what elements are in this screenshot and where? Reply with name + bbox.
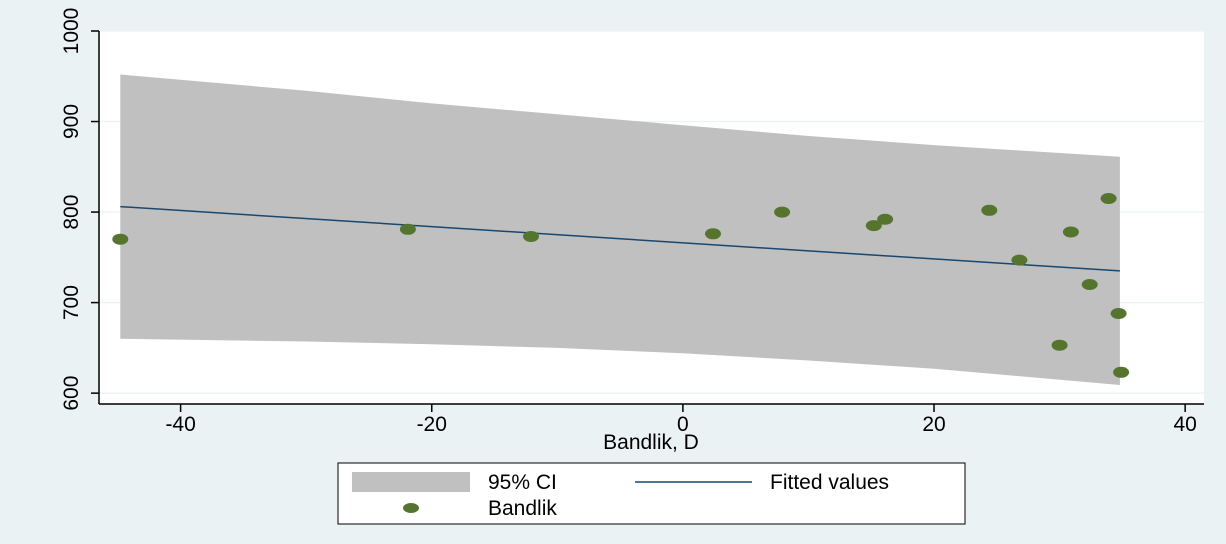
data-point bbox=[1062, 226, 1079, 238]
data-point bbox=[774, 206, 791, 218]
data-point bbox=[1100, 193, 1117, 204]
y-tick-label: 700 bbox=[60, 285, 83, 320]
data-point bbox=[1110, 308, 1127, 319]
data-point bbox=[1051, 339, 1068, 351]
data-point bbox=[705, 228, 721, 240]
x-tick-label: -20 bbox=[417, 413, 447, 436]
y-tick-label: 800 bbox=[60, 195, 83, 230]
data-point bbox=[112, 233, 129, 245]
data-point bbox=[865, 220, 882, 232]
data-point bbox=[877, 213, 894, 225]
data-point bbox=[1113, 366, 1130, 378]
x-tick-label: 20 bbox=[922, 413, 945, 436]
data-points bbox=[112, 193, 1130, 378]
x-axis-title: Bandlik, D bbox=[603, 431, 699, 454]
legend-points-swatch bbox=[403, 503, 419, 513]
fitted-line bbox=[120, 205, 1120, 272]
x-tick-label: 40 bbox=[1173, 413, 1196, 436]
data-point bbox=[981, 204, 998, 216]
data-point bbox=[523, 231, 539, 242]
legend-ci-swatch bbox=[352, 472, 470, 492]
legend-fit-label: Fitted values bbox=[770, 471, 889, 494]
data-point bbox=[1011, 254, 1028, 266]
x-tick-label: 0 bbox=[677, 413, 689, 436]
y-tick-label: 1000 bbox=[60, 8, 83, 55]
y-tick-label: 600 bbox=[60, 376, 83, 411]
ci-band bbox=[120, 74, 1120, 385]
x-axis-ticks: -40 -20 0 20 40 bbox=[165, 404, 1197, 436]
legend-ci-label: 95% CI bbox=[488, 471, 557, 494]
data-point bbox=[1081, 279, 1098, 290]
y-axis-ticks: 600 700 800 900 1000 bbox=[60, 8, 99, 411]
data-point bbox=[399, 223, 416, 235]
y-tick-label: 900 bbox=[60, 104, 83, 139]
legend: 95% CI Fitted values Bandlik bbox=[337, 462, 966, 525]
x-tick-label: -40 bbox=[165, 413, 195, 436]
legend-points-label: Bandlik bbox=[488, 497, 557, 520]
